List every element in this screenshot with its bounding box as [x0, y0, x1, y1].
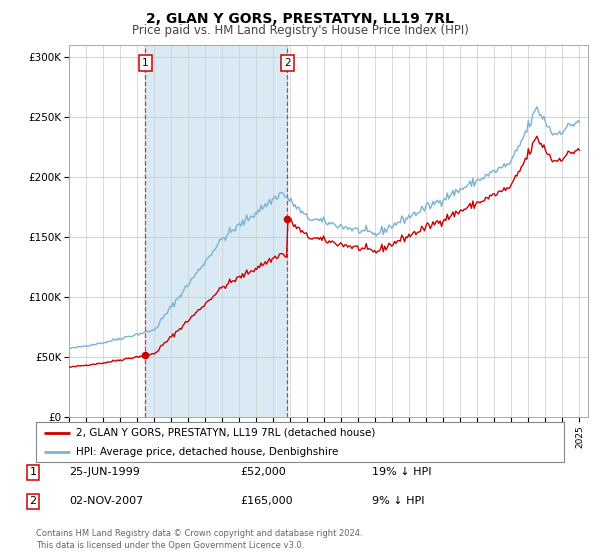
Text: £165,000: £165,000 [240, 496, 293, 506]
Text: 2: 2 [284, 58, 291, 68]
Text: 1: 1 [29, 467, 37, 477]
Text: 9% ↓ HPI: 9% ↓ HPI [372, 496, 425, 506]
Text: HPI: Average price, detached house, Denbighshire: HPI: Average price, detached house, Denb… [76, 447, 338, 457]
Text: 2: 2 [29, 496, 37, 506]
Text: Price paid vs. HM Land Registry's House Price Index (HPI): Price paid vs. HM Land Registry's House … [131, 24, 469, 36]
Text: 2, GLAN Y GORS, PRESTATYN, LL19 7RL: 2, GLAN Y GORS, PRESTATYN, LL19 7RL [146, 12, 454, 26]
Text: 19% ↓ HPI: 19% ↓ HPI [372, 467, 431, 477]
Text: 02-NOV-2007: 02-NOV-2007 [69, 496, 143, 506]
Text: 2, GLAN Y GORS, PRESTATYN, LL19 7RL (detached house): 2, GLAN Y GORS, PRESTATYN, LL19 7RL (det… [76, 428, 375, 438]
Bar [145, 45, 287, 417]
Text: 1: 1 [142, 58, 149, 68]
Text: This data is licensed under the Open Government Licence v3.0.: This data is licensed under the Open Gov… [36, 541, 304, 550]
Text: £52,000: £52,000 [240, 467, 286, 477]
Text: Contains HM Land Registry data © Crown copyright and database right 2024.: Contains HM Land Registry data © Crown c… [36, 529, 362, 538]
Text: 25-JUN-1999: 25-JUN-1999 [69, 467, 140, 477]
